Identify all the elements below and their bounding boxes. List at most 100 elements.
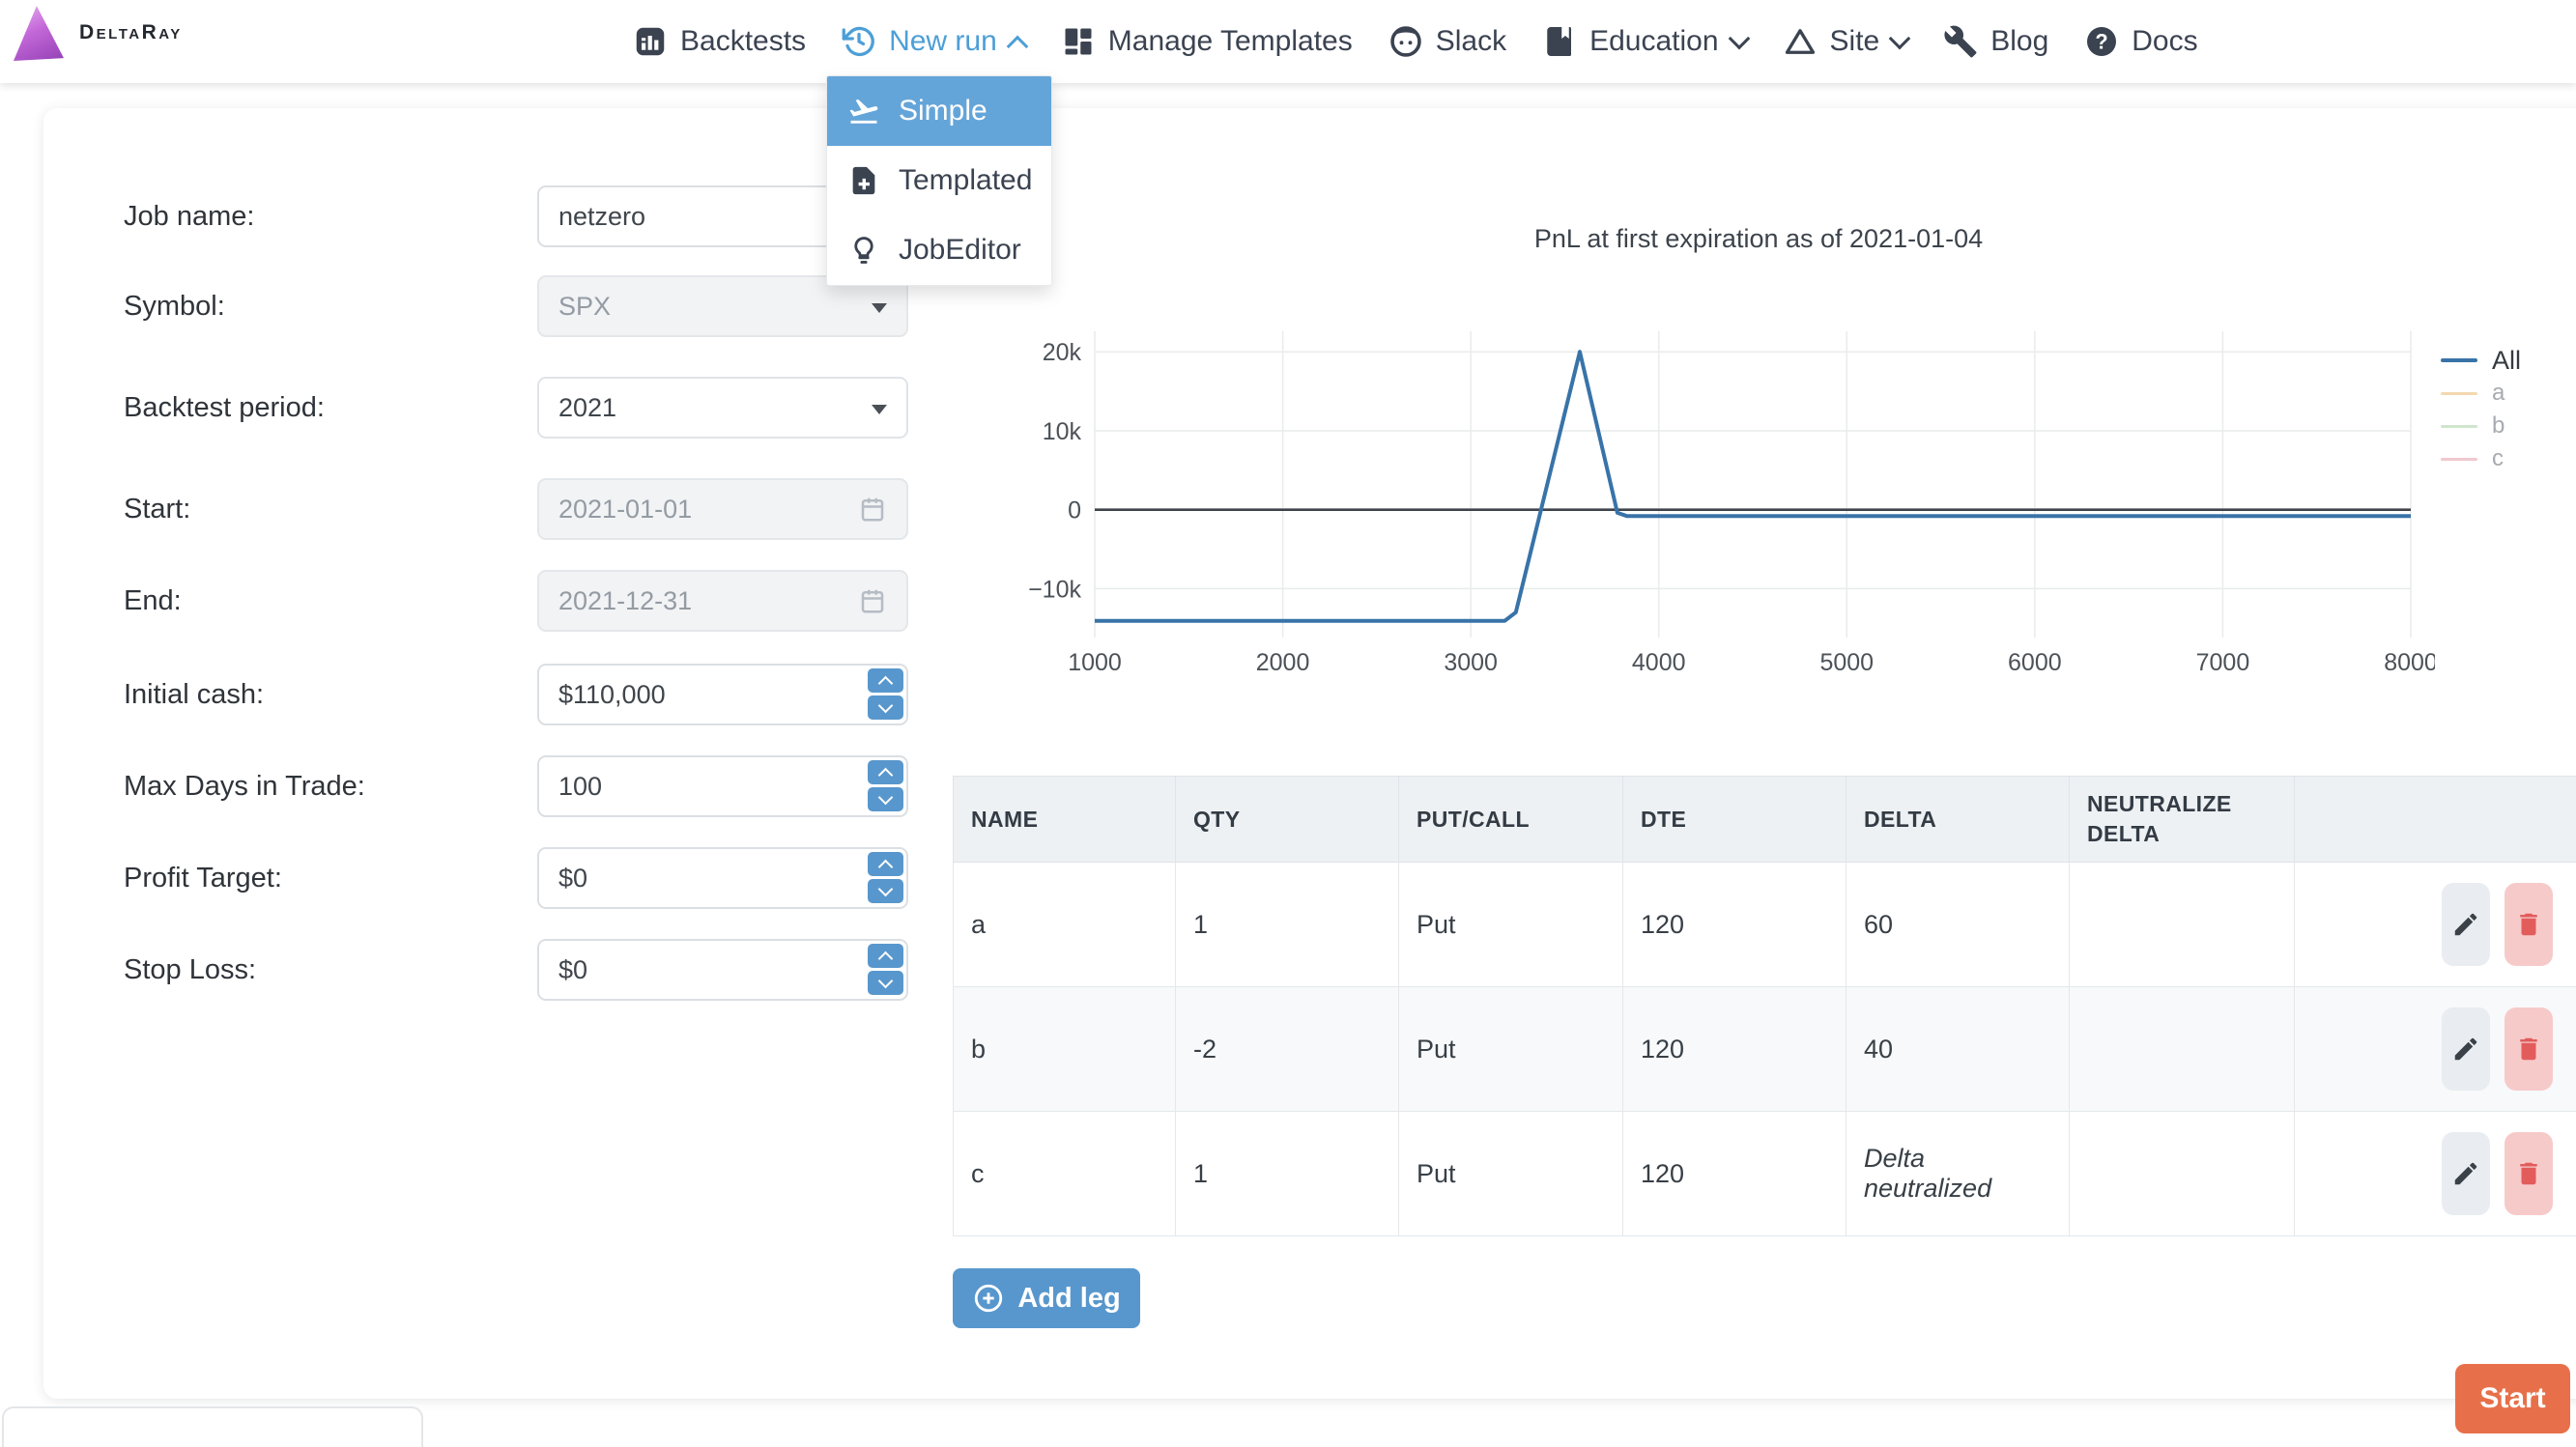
form-row-profit-target: Profit Target: [0,847,976,909]
svg-text:3000: 3000 [1444,649,1498,676]
cell-put-call: Put [1399,1112,1623,1236]
backtest-period-select[interactable]: 2021 [537,377,908,439]
add-leg-label: Add leg [1017,1283,1120,1315]
trash-icon [2514,1159,2543,1188]
dropdown-item-templated[interactable]: Templated [827,146,1051,215]
symbol-value: SPX [558,292,611,322]
nav-item-manage-templates[interactable]: Manage Templates [1061,24,1353,59]
nav-item-label: Docs [2132,25,2197,58]
navbar: DeltaRay Backtests New run Manage Templa… [0,0,2576,83]
stepper-up-button[interactable] [868,852,903,876]
stop-loss-input[interactable] [537,939,908,1001]
legend-item-b[interactable]: b [2441,410,2521,442]
svg-text:0: 0 [1068,497,1081,525]
chevron-up-icon [878,950,894,966]
stepper-down-button[interactable] [868,695,903,720]
dropdown-item-simple[interactable]: Simple [827,76,1051,146]
legend-item-All[interactable]: All [2441,344,2521,377]
legend-label: All [2492,346,2521,376]
start-label: Start [2479,1382,2545,1415]
stepper-down-button[interactable] [868,971,903,995]
form-row-stop-loss: Stop Loss: [0,939,976,1001]
legend-label: a [2492,380,2504,407]
nav-item-docs[interactable]: ? Docs [2084,24,2197,59]
cell-dte: 120 [1623,863,1846,987]
stepper-up-button[interactable] [868,760,903,784]
cell-dte: 120 [1623,987,1846,1112]
svg-text:10k: 10k [1043,418,1082,445]
initial-cash-label: Initial cash: [124,664,264,725]
delete-leg-button[interactable] [2504,1007,2553,1091]
legend-label: c [2492,445,2504,472]
legend-item-a[interactable]: a [2441,377,2521,410]
delete-leg-button[interactable] [2504,1132,2553,1215]
profit-target-input[interactable] [537,847,908,909]
svg-text:?: ? [2096,30,2108,54]
brand-name: DeltaRay [79,21,183,44]
dropdown-item-label: Templated [899,164,1032,197]
pencil-icon [2451,910,2480,939]
pencil-icon [2451,1035,2480,1064]
cell-dte: 120 [1623,1112,1846,1236]
symbol-label: Symbol: [124,275,225,337]
face-icon [1388,24,1423,59]
edit-leg-button[interactable] [2442,1007,2490,1091]
chevron-up-icon [878,859,894,874]
stepper-up-button[interactable] [868,944,903,968]
nav-item-new-run[interactable]: New run [842,24,1025,59]
cell-put-call: Put [1399,863,1623,987]
svg-text:4000: 4000 [1632,649,1686,676]
triangle-icon [1783,24,1818,59]
question-circle-icon: ? [2084,24,2119,59]
form-row-max-days: Max Days in Trade: [0,755,976,817]
nav-item-label: Backtests [680,25,806,58]
select-caret-icon [872,303,887,313]
edit-leg-button[interactable] [2442,883,2490,966]
start-button[interactable]: Start [2455,1364,2570,1433]
col-header-qty: QTY [1176,777,1399,863]
col-header-put-call: PUT/CALL [1399,777,1623,863]
end-label: End: [124,570,182,632]
form-row-initial-cash: Initial cash: [0,664,976,725]
start-date-value: 2021-01-01 [558,495,692,525]
lightbulb-icon [847,234,880,267]
legend-swatch [2441,425,2477,428]
trash-icon [2514,910,2543,939]
initial-cash-input[interactable] [537,664,908,725]
delete-leg-button[interactable] [2504,883,2553,966]
stepper-down-button[interactable] [868,879,903,903]
nav-item-site[interactable]: Site [1783,24,1908,59]
add-leg-button[interactable]: Add leg [953,1268,1140,1328]
max-days-input[interactable] [537,755,908,817]
chevron-down-icon [878,974,894,989]
cell-name: a [954,863,1176,987]
svg-text:20k: 20k [1043,339,1082,366]
legend-item-c[interactable]: c [2441,442,2521,475]
initial-cash-stepper [868,668,903,720]
nav-item-slack[interactable]: Slack [1388,24,1506,59]
nav-item-label: Blog [1990,25,2048,58]
legend-swatch [2441,392,2477,395]
start-label: Start: [124,478,190,540]
chart-title: PnL at first expiration as of 2021-01-04 [1077,224,2440,254]
svg-text:6000: 6000 [2008,649,2062,676]
stepper-down-button[interactable] [868,787,903,811]
nav-item-education[interactable]: Education [1542,24,1746,59]
edit-leg-button[interactable] [2442,1132,2490,1215]
cell-qty: 1 [1176,1112,1399,1236]
stepper-up-button[interactable] [868,668,903,693]
col-header-neutralize-delta: NEUTRALIZE DELTA [2070,777,2295,863]
col-header-actions [2295,777,2576,863]
dropdown-item-label: JobEditor [899,234,1021,267]
brand-logo[interactable]: DeltaRay [14,5,183,61]
table-row: a 1 Put 120 60 [954,863,2576,987]
nav-item-backtests[interactable]: Backtests [633,24,806,59]
stop-loss-label: Stop Loss: [124,939,256,1001]
nav-item-label: Manage Templates [1108,25,1353,58]
dropdown-item-jobeditor[interactable]: JobEditor [827,215,1051,285]
cell-name: b [954,987,1176,1112]
col-header-name: NAME [954,777,1176,863]
nav-item-blog[interactable]: Blog [1943,24,2048,59]
